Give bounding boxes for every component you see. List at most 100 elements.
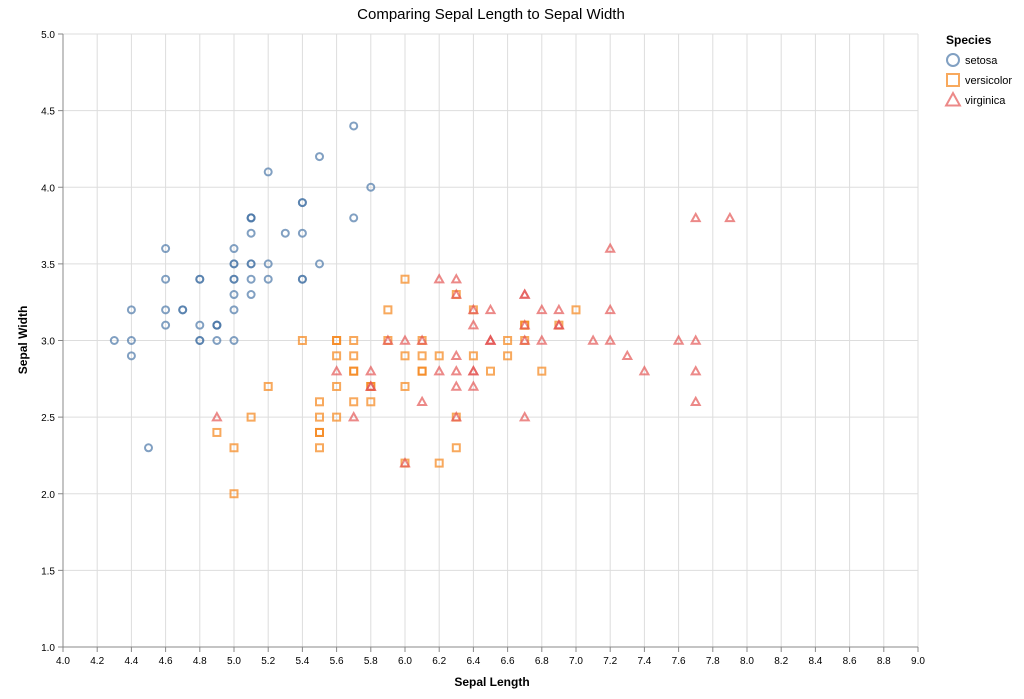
versicolor-point	[537, 366, 547, 376]
virginica-point	[553, 303, 565, 315]
x-tick-label: 9.0	[911, 656, 925, 667]
virginica-point	[638, 365, 651, 376]
setosa-point	[297, 274, 307, 284]
virginica-point	[450, 273, 463, 284]
legend-square-icon	[946, 73, 960, 87]
virginica-point	[467, 365, 480, 376]
x-tick-label: 6.4	[466, 656, 480, 667]
versicolor-point	[417, 351, 427, 361]
virginica-point	[724, 211, 736, 223]
virginica-point	[450, 288, 463, 299]
setosa-point	[229, 274, 239, 284]
virginica-point	[484, 334, 497, 345]
versicolor-point	[332, 381, 342, 391]
y-tick-label: 4.0	[41, 183, 55, 194]
y-tick-label: 5.0	[41, 30, 55, 41]
setosa-point	[195, 336, 205, 345]
versicolor-point	[486, 366, 495, 376]
setosa-point	[263, 167, 273, 177]
virginica-point	[518, 319, 531, 330]
virginica-point	[450, 411, 463, 422]
virginica-point	[536, 334, 548, 345]
x-tick-label: 7.0	[569, 656, 583, 667]
versicolor-point	[349, 336, 359, 345]
virginica-point	[689, 334, 702, 345]
setosa-point	[161, 320, 171, 330]
setosa-point	[315, 152, 324, 162]
versicolor-point	[315, 427, 324, 437]
virginica-point	[467, 319, 480, 330]
y-tick-label: 2.0	[41, 490, 55, 501]
versicolor-point	[503, 336, 513, 345]
legend-label-setosa: setosa	[965, 55, 998, 67]
virginica-point	[211, 411, 223, 422]
gridlines	[62, 33, 919, 648]
x-tick-label: 8.8	[877, 656, 891, 667]
virginica-point	[450, 349, 463, 361]
x-tick-label: 4.4	[124, 656, 138, 667]
x-tick-label: 4.2	[90, 656, 104, 667]
versicolor-point	[315, 443, 324, 453]
setosa-point	[161, 305, 171, 315]
x-tick-label: 6.6	[501, 656, 515, 667]
setosa-point	[144, 443, 153, 453]
y-tick-label: 1.0	[41, 643, 55, 654]
versicolor-point	[383, 305, 393, 315]
versicolor-point	[332, 351, 342, 361]
versicolor-point	[229, 489, 239, 499]
versicolor-point	[417, 366, 427, 376]
setosa-point	[349, 213, 359, 223]
versicolor-point	[468, 351, 478, 361]
setosa-point	[263, 274, 273, 284]
setosa-point	[212, 320, 222, 330]
virginica-point	[518, 411, 531, 422]
x-tick-label: 8.6	[843, 656, 857, 667]
virginica-point	[467, 303, 480, 315]
legend-circle-icon	[946, 53, 960, 67]
x-tick-label: 5.4	[295, 656, 309, 667]
x-tick-label: 8.0	[740, 656, 754, 667]
legend-title: Species	[946, 33, 992, 47]
versicolor-point	[349, 397, 359, 407]
x-tick-label: 4.6	[159, 656, 173, 667]
versicolor-point	[332, 336, 342, 345]
setosa-point	[109, 336, 119, 345]
axes: 4.0 4.2 4.4 4.6 4.8 5.0 5.2 5.4 5.6 5.8 6.0 6.2 6.4 6…	[41, 30, 925, 667]
legend-triangle-icon	[944, 91, 962, 107]
versicolor-point	[503, 351, 513, 361]
x-tick-label: 6.0	[398, 656, 412, 667]
x-tick-label: 4.8	[193, 656, 207, 667]
setosa-point	[297, 228, 307, 238]
virginica-point	[621, 349, 634, 361]
versicolor-point	[400, 381, 410, 391]
x-tick-label: 8.2	[774, 656, 788, 667]
versicolor-point	[434, 351, 444, 361]
virginica-point	[553, 319, 565, 330]
virginica-point	[399, 457, 411, 468]
versicolor-point	[451, 443, 461, 453]
x-tick-label: 5.8	[364, 656, 378, 667]
setosa-point	[263, 259, 273, 269]
x-tick-label: 5.6	[330, 656, 344, 667]
x-tick-label: 5.0	[227, 656, 241, 667]
virginica-point	[365, 380, 377, 391]
setosa-point	[246, 228, 256, 238]
virginica-point	[365, 365, 377, 376]
setosa-point	[229, 290, 239, 300]
x-tick-label: 4.0	[56, 656, 70, 667]
x-tick-label: 8.4	[808, 656, 822, 667]
virginica-point	[399, 334, 411, 345]
versicolor-point	[434, 458, 444, 468]
versicolor-point	[400, 274, 410, 284]
virginica-point	[347, 411, 360, 422]
versicolor-point	[315, 412, 324, 422]
y-tick-label: 2.5	[41, 413, 55, 424]
virginica-point	[604, 242, 616, 253]
setosa-point	[126, 336, 136, 345]
virginica-point	[433, 365, 445, 376]
setosa-point	[246, 213, 256, 223]
y-axis-label: Sepal Width	[16, 306, 30, 375]
virginica-point	[416, 395, 428, 407]
virginica-point	[689, 395, 702, 407]
